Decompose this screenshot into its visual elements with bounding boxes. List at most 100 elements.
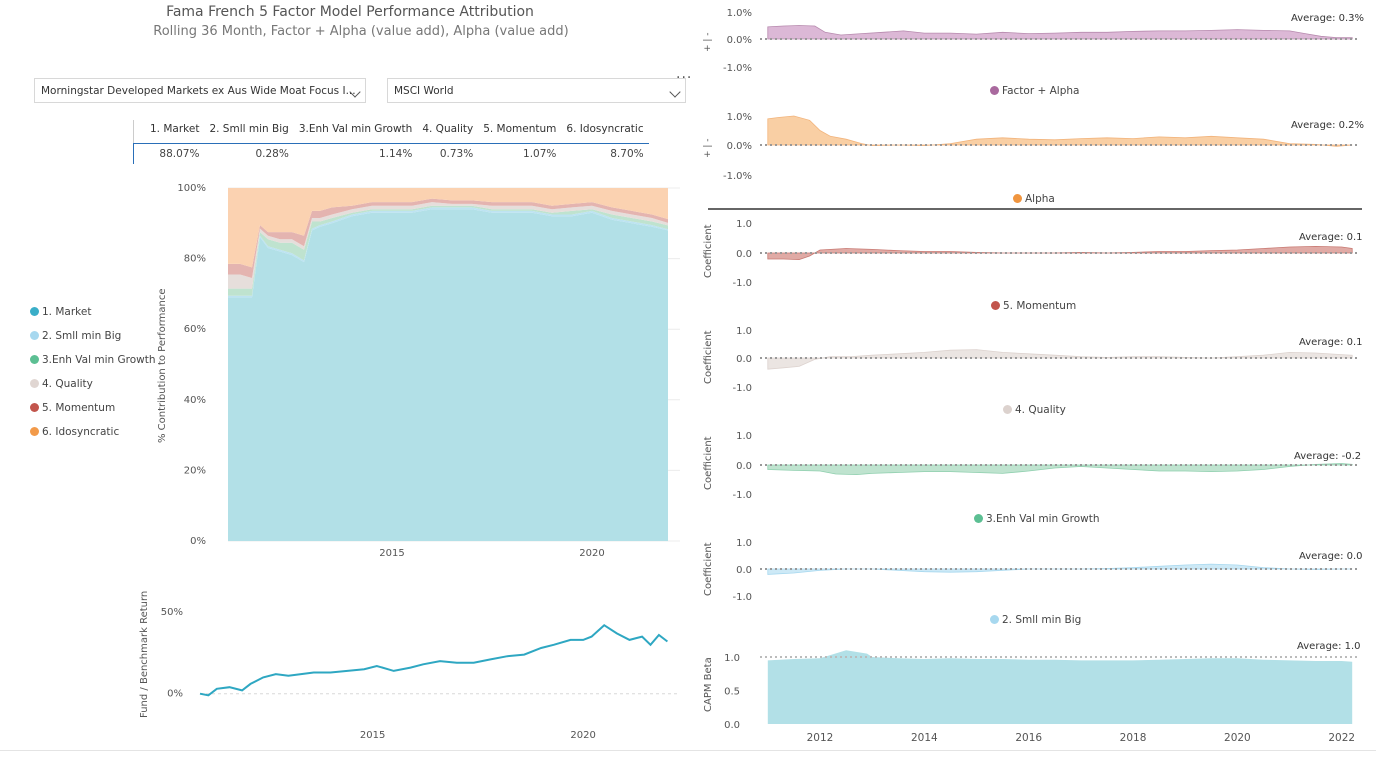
factor-value: 8.70% — [610, 148, 644, 160]
average-label: Average: 0.2% — [1291, 120, 1365, 131]
y-tick-label: 0.0% — [727, 141, 752, 152]
legend-dot-icon — [974, 514, 983, 523]
legend-dot-icon — [30, 307, 39, 316]
factor-value: 1.07% — [523, 148, 557, 160]
legend-dot-icon — [991, 301, 1000, 310]
left-charts: 0% 20% 40% 60% 80% 100% 2015 2020 0% 50% 2015 2020 — [161, 183, 680, 741]
y-tick-label: 0.0 — [736, 565, 752, 576]
x-tick-label: 2014 — [911, 732, 938, 744]
legend-item[interactable]: 6. Idosyncratic — [30, 426, 156, 450]
y-tick-label: 1.0 — [724, 653, 740, 664]
factor-value: 1.14% — [378, 148, 413, 160]
y-tick-label: 0.5 — [724, 687, 740, 698]
factor-header[interactable]: 3.Enh Val min Growth — [293, 120, 418, 144]
y-tick-label: -1.0 — [732, 592, 752, 603]
y-tick-label: -1.0% — [723, 63, 752, 74]
factor-value: 0.28% — [255, 148, 289, 160]
y-tick-label: 1.0% — [727, 8, 752, 19]
panel-divider — [708, 208, 1362, 210]
factor-value: 0.73% — [439, 148, 474, 160]
legend-item[interactable]: 5. Momentum — [30, 402, 156, 426]
y-tick-label: -1.0% — [723, 171, 752, 182]
panel-legend-alpha[interactable]: Alpha — [1013, 193, 1055, 205]
x-tick-label: 2020 — [579, 548, 604, 559]
legend-item[interactable]: 3.Enh Val min Growth — [30, 354, 156, 378]
y-tick-label: 60% — [184, 324, 206, 335]
page-tab-bar[interactable] — [0, 750, 1376, 758]
factor-header[interactable]: 1. Market — [133, 120, 205, 144]
legend-dot-icon — [30, 355, 39, 364]
y-tick-label: 50% — [161, 607, 183, 618]
legend-item[interactable]: 1. Market — [30, 306, 156, 330]
legend-dot-icon — [30, 427, 39, 436]
average-label: Average: 0.1 — [1299, 232, 1363, 243]
y-tick-label: 20% — [184, 465, 206, 476]
y-tick-label: 0% — [167, 689, 183, 700]
legend-dot-icon — [1003, 405, 1012, 414]
coef-area — [767, 463, 1353, 476]
y-tick-label: 0% — [190, 536, 206, 547]
coefficient-axis-label: Coefficient — [703, 330, 714, 384]
y-tick-label: 0.0 — [736, 461, 752, 472]
panel-legend-quality[interactable]: 4. Quality — [1003, 404, 1066, 416]
benchmark-slicer-value: MSCI World — [394, 85, 454, 97]
y-tick-label: 1.0 — [736, 326, 752, 337]
average-label: Average: 0.1 — [1299, 337, 1363, 348]
coefficient-axis-label: Coefficient — [703, 224, 714, 278]
average-label: Average: 1.0 — [1297, 641, 1361, 652]
legend-dot-icon — [990, 615, 999, 624]
y-tick-label: 0.0% — [727, 35, 752, 46]
area-6-idosyncratic — [228, 188, 668, 268]
legend-dot-icon — [30, 403, 39, 412]
x-tick-label: 2016 — [1015, 732, 1042, 744]
legend-item[interactable]: 2. Smll min Big — [30, 330, 156, 354]
beta-area — [767, 650, 1353, 724]
factor-header[interactable]: 5. Momentum — [478, 120, 562, 144]
sign-labels-1: + | - — [703, 32, 713, 52]
y-tick-label: -1.0 — [732, 278, 752, 289]
y-tick-label: 0.0 — [736, 249, 752, 260]
x-tick-label: 2020 — [1224, 732, 1251, 744]
panel-legend-momentum[interactable]: 5. Momentum — [991, 300, 1076, 312]
factor-header[interactable]: 4. Quality — [417, 120, 479, 144]
sign-labels-2: + | - — [703, 138, 713, 158]
x-tick-label: 2020 — [570, 730, 595, 741]
legend-dot-icon — [1013, 194, 1022, 203]
coef-area — [767, 349, 1353, 370]
fund-slicer[interactable]: Morningstar Developed Markets ex Aus Wid… — [34, 78, 366, 103]
legend-item[interactable]: 4. Quality — [30, 378, 156, 402]
panel-legend-value[interactable]: 3.Enh Val min Growth — [974, 513, 1100, 525]
average-label: Average: 0.0 — [1299, 551, 1363, 562]
factor-header[interactable]: 2. Smll min Big — [204, 120, 294, 144]
factor-header[interactable]: 6. Idosyncratic — [561, 120, 649, 144]
beta-axis-label: CAPM Beta — [703, 657, 714, 712]
x-tick-label: 2018 — [1120, 732, 1147, 744]
y-tick-label: 40% — [184, 395, 206, 406]
y-tick-label: 1.0 — [736, 219, 752, 230]
more-options-icon[interactable]: ... — [676, 66, 693, 82]
fund-slicer-value: Morningstar Developed Markets ex Aus Wid… — [41, 85, 356, 97]
y-tick-label: -1.0 — [732, 383, 752, 394]
coefficient-axis-label: Coefficient — [703, 436, 714, 490]
right-charts: 1.0% 0.0% -1.0% 1.0% 0.0% -1.0% 1.0 0.0 -1.0 1.0 0… — [723, 8, 1360, 744]
panel-legend-factor-alpha[interactable]: Factor + Alpha — [990, 85, 1079, 97]
report-subtitle: Rolling 36 Month, Factor + Alpha (value … — [153, 24, 569, 39]
y-tick-label: 80% — [184, 254, 206, 265]
factor-value: 88.07% — [133, 143, 205, 164]
average-label: Average: -0.2 — [1294, 451, 1362, 462]
panel-legend-size[interactable]: 2. Smll min Big — [990, 614, 1081, 626]
factor-table: 1. Market 2. Smll min Big 3.Enh Val min … — [133, 120, 649, 164]
legend-dot-icon — [30, 379, 39, 388]
y-tick-label: 1.0% — [727, 112, 752, 123]
average-label: Average: 0.3% — [1291, 13, 1365, 24]
benchmark-slicer[interactable]: MSCI World — [387, 78, 686, 103]
y-tick-label: 0.0 — [724, 720, 740, 731]
y-tick-label: 100% — [177, 183, 206, 194]
y-tick-label: -1.0 — [732, 490, 752, 501]
y-tick-label: 1.0 — [736, 431, 752, 442]
coef-area — [767, 25, 1353, 40]
return-line — [199, 623, 669, 697]
coef-area — [767, 115, 1353, 147]
x-tick-label: 2022 — [1328, 732, 1355, 744]
area-1-market — [228, 209, 668, 541]
